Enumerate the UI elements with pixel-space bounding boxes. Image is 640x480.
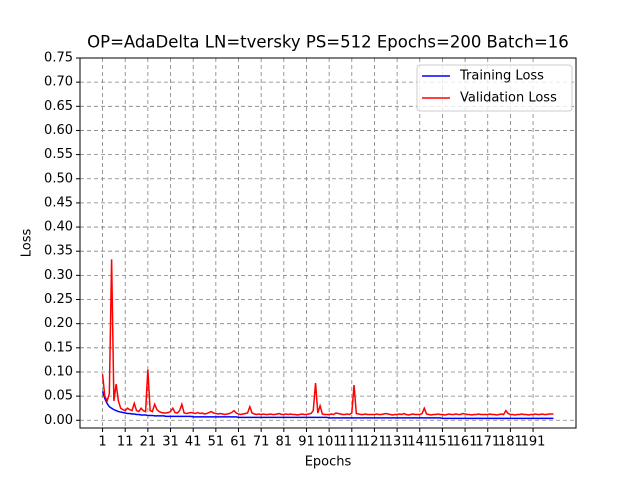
x-tick-label: 171 xyxy=(475,435,500,450)
x-tick-label: 61 xyxy=(230,435,247,450)
x-tick-label: 21 xyxy=(140,435,157,450)
y-tick-label: 0.10 xyxy=(44,364,73,379)
data-line xyxy=(101,391,554,420)
x-tick-label: 11 xyxy=(117,435,134,450)
x-tick-label: 91 xyxy=(298,435,315,450)
x-tick-label: 161 xyxy=(453,435,478,450)
x-tick-label: 131 xyxy=(385,435,410,450)
legend-label: Training Loss xyxy=(459,69,544,84)
x-axis-label: Epochs xyxy=(305,455,352,470)
x-tick-label: 1 xyxy=(98,435,106,450)
x-tick-label: 121 xyxy=(362,435,387,450)
x-tick-label: 81 xyxy=(276,435,293,450)
y-tick-label: 0.50 xyxy=(44,171,73,186)
data-line xyxy=(101,259,554,416)
y-tick-label: 0.25 xyxy=(44,292,73,307)
y-tick-label: 0.05 xyxy=(44,389,73,404)
y-tick-label: 0.30 xyxy=(44,268,73,283)
x-tick-label: 151 xyxy=(430,435,455,450)
y-tick-label: 0.20 xyxy=(44,316,73,331)
legend-box xyxy=(416,64,573,112)
y-tick-label: 0.55 xyxy=(44,147,73,162)
y-tick-label: 0.40 xyxy=(44,220,73,235)
y-tick-label: 0.70 xyxy=(44,75,73,90)
x-tick-label: 181 xyxy=(498,435,523,450)
chart-title: OP=AdaDelta LN=tversky PS=512 Epochs=200… xyxy=(87,33,569,52)
y-tick-label: 0.00 xyxy=(44,413,73,428)
y-tick-label: 0.65 xyxy=(44,99,73,114)
x-tick-label: 191 xyxy=(521,435,546,450)
x-tick-label: 31 xyxy=(162,435,179,450)
legend: Training Loss Validation Loss xyxy=(416,64,573,112)
x-tick-label: 141 xyxy=(407,435,432,450)
x-tick-label: 51 xyxy=(208,435,225,450)
y-tick-label: 0.75 xyxy=(44,51,73,66)
x-tick-label: 71 xyxy=(253,435,270,450)
legend-label: Validation Loss xyxy=(460,91,557,106)
x-tick-label: 41 xyxy=(185,435,202,450)
y-axis-label: Loss xyxy=(20,229,35,258)
y-tick-label: 0.45 xyxy=(44,195,73,210)
x-tick-label: 111 xyxy=(339,435,364,450)
y-tick-label: 0.35 xyxy=(44,244,73,259)
x-tick-label: 101 xyxy=(317,435,342,450)
y-tick-label: 0.60 xyxy=(44,123,73,138)
y-tick-label: 0.15 xyxy=(44,340,73,355)
axes-frame xyxy=(79,57,577,429)
